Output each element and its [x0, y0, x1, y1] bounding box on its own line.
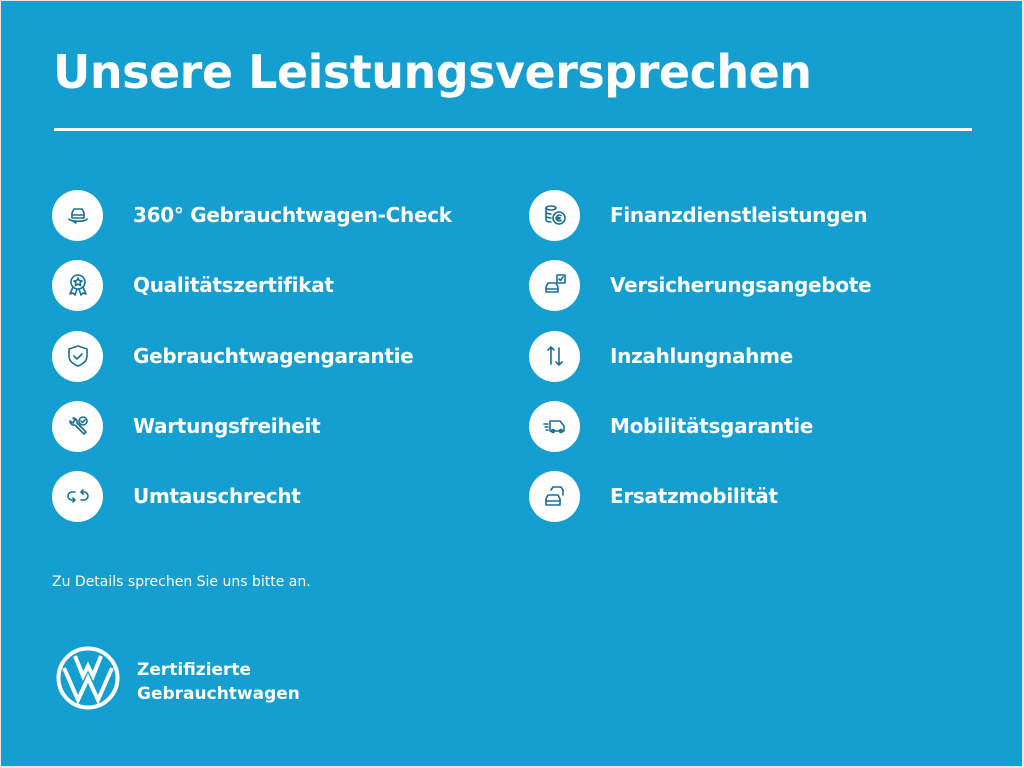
car-360-icon [52, 189, 103, 241]
list-item: Qualitätszertifikat [52, 259, 334, 311]
item-label: Gebrauchtwagengarantie [133, 344, 414, 368]
list-item: Umtauschrecht [52, 470, 301, 522]
cars-icon [529, 470, 580, 522]
exchange-icon [52, 470, 103, 522]
item-label: 360° Gebrauchtwagen-Check [133, 203, 452, 227]
list-item: Versicherungsangebote [529, 259, 872, 311]
car-insurance-icon [529, 259, 580, 311]
wrench-check-icon [52, 400, 103, 452]
brand-line-2: Gebrauchtwagen [137, 684, 300, 704]
arrows-up-down-icon [529, 330, 580, 382]
divider [54, 128, 972, 131]
details-note: Zu Details sprechen Sie uns bitte an. [52, 574, 311, 590]
item-label: Ersatzmobilität [610, 484, 778, 508]
shield-check-icon [52, 330, 103, 382]
award-icon [52, 259, 103, 311]
brand-text: Zertifizierte Gebrauchtwagen [137, 658, 300, 706]
list-item: Gebrauchtwagengarantie [52, 330, 414, 382]
list-item: Wartungsfreiheit [52, 400, 321, 452]
list-item: Ersatzmobilität [529, 470, 778, 522]
item-label: Wartungsfreiheit [133, 414, 321, 438]
brand-line-1: Zertifizierte [137, 660, 252, 680]
list-item: Mobilitätsgarantie [529, 400, 813, 452]
item-label: Finanzdienstleistungen [610, 203, 868, 227]
item-label: Umtauschrecht [133, 484, 301, 508]
list-item: Inzahlungnahme [529, 330, 793, 382]
item-label: Qualitätszertifikat [133, 273, 334, 297]
item-label: Versicherungsangebote [610, 273, 872, 297]
item-label: Mobilitätsgarantie [610, 414, 814, 438]
list-item: 360° Gebrauchtwagen-Check [52, 189, 452, 241]
coins-euro-icon [529, 189, 580, 241]
list-item: Finanzdienstleistungen [529, 189, 868, 241]
page-title: Unsere Leistungsversprechen [53, 45, 812, 99]
van-icon [529, 400, 580, 452]
vw-logo [56, 646, 120, 710]
item-label: Inzahlungnahme [610, 344, 793, 368]
